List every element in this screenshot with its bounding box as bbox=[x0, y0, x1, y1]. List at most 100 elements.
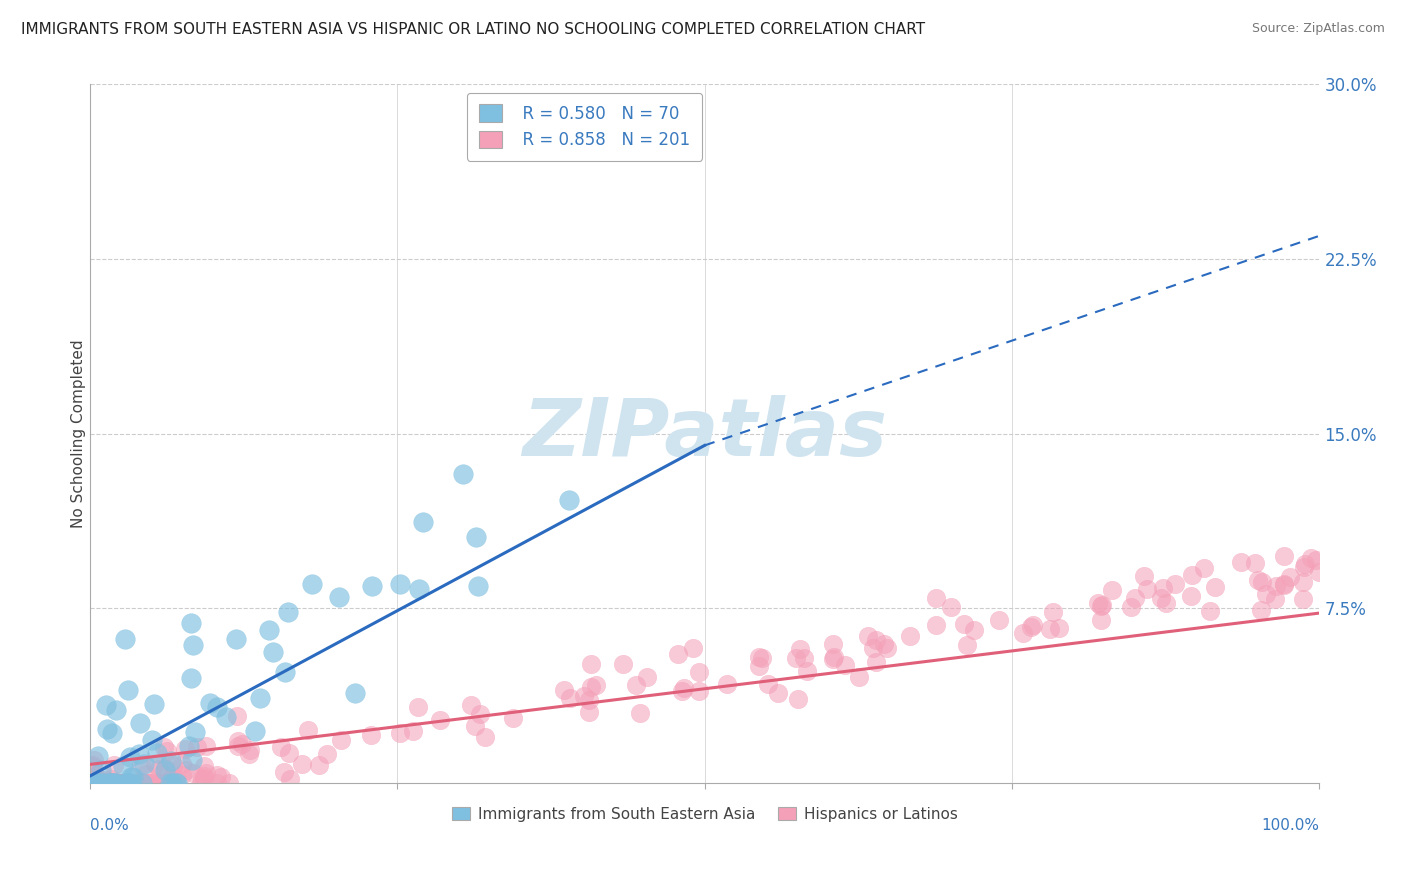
Point bbox=[114, 632, 136, 646]
Point bbox=[183, 724, 205, 739]
Point bbox=[134, 756, 156, 771]
Point bbox=[111, 759, 134, 773]
Point bbox=[988, 613, 1011, 627]
Point bbox=[108, 776, 131, 790]
Point bbox=[460, 698, 482, 712]
Point bbox=[226, 734, 249, 748]
Point bbox=[159, 776, 181, 790]
Point bbox=[1247, 573, 1270, 587]
Point bbox=[83, 776, 105, 790]
Point bbox=[205, 776, 228, 790]
Point bbox=[789, 641, 811, 656]
Point bbox=[180, 615, 202, 630]
Point bbox=[174, 741, 197, 756]
Point bbox=[756, 676, 779, 690]
Point bbox=[1042, 605, 1064, 619]
Point bbox=[862, 640, 884, 655]
Point bbox=[166, 776, 188, 790]
Point bbox=[84, 776, 107, 790]
Point bbox=[97, 776, 120, 790]
Point bbox=[624, 678, 647, 692]
Point bbox=[1123, 591, 1146, 605]
Text: IMMIGRANTS FROM SOUTH EASTERN ASIA VS HISPANIC OR LATINO NO SCHOOLING COMPLETED : IMMIGRANTS FROM SOUTH EASTERN ASIA VS HI… bbox=[21, 22, 925, 37]
Point bbox=[112, 776, 135, 790]
Point bbox=[148, 762, 170, 776]
Point bbox=[262, 644, 284, 658]
Point bbox=[127, 776, 149, 790]
Point bbox=[238, 747, 260, 761]
Point bbox=[180, 753, 202, 767]
Point bbox=[86, 776, 108, 790]
Point bbox=[1292, 560, 1315, 574]
Point bbox=[94, 772, 117, 787]
Point bbox=[131, 776, 153, 790]
Point bbox=[1150, 591, 1173, 606]
Point bbox=[146, 776, 169, 790]
Point bbox=[468, 706, 491, 721]
Point bbox=[1181, 568, 1204, 582]
Point bbox=[156, 776, 179, 790]
Point bbox=[118, 750, 141, 764]
Point bbox=[117, 683, 139, 698]
Point bbox=[1164, 577, 1187, 591]
Point bbox=[193, 758, 215, 772]
Point bbox=[128, 776, 150, 790]
Point bbox=[579, 680, 602, 694]
Text: 100.0%: 100.0% bbox=[1261, 818, 1319, 833]
Point bbox=[159, 776, 181, 790]
Point bbox=[467, 579, 489, 593]
Point bbox=[190, 776, 212, 790]
Point bbox=[84, 771, 107, 785]
Point bbox=[83, 774, 105, 789]
Point bbox=[96, 723, 118, 737]
Point bbox=[360, 728, 382, 742]
Point bbox=[83, 776, 105, 790]
Point bbox=[1230, 555, 1253, 569]
Point bbox=[273, 765, 295, 780]
Point bbox=[1152, 582, 1174, 596]
Point bbox=[465, 530, 488, 544]
Point bbox=[138, 776, 160, 790]
Point bbox=[101, 776, 124, 790]
Point bbox=[89, 776, 111, 790]
Point bbox=[100, 772, 122, 786]
Point bbox=[429, 713, 451, 727]
Point bbox=[225, 632, 247, 646]
Point bbox=[118, 775, 141, 789]
Point bbox=[121, 776, 143, 790]
Point bbox=[117, 776, 139, 790]
Point bbox=[1265, 579, 1288, 593]
Point bbox=[155, 764, 177, 778]
Point bbox=[956, 638, 979, 652]
Point bbox=[848, 670, 870, 684]
Point bbox=[898, 629, 921, 643]
Point bbox=[105, 703, 128, 717]
Point bbox=[193, 769, 215, 783]
Point bbox=[361, 579, 384, 593]
Point bbox=[1022, 618, 1045, 632]
Point bbox=[1090, 613, 1112, 627]
Point bbox=[80, 776, 103, 790]
Point bbox=[194, 766, 217, 780]
Point bbox=[174, 763, 197, 777]
Point bbox=[122, 770, 145, 784]
Point bbox=[574, 689, 596, 703]
Point bbox=[170, 768, 193, 782]
Point bbox=[94, 775, 117, 789]
Point bbox=[159, 771, 181, 785]
Point bbox=[1250, 603, 1272, 617]
Point bbox=[103, 758, 125, 772]
Legend: Immigrants from South Eastern Asia, Hispanics or Latinos: Immigrants from South Eastern Asia, Hisp… bbox=[446, 800, 965, 828]
Point bbox=[585, 678, 607, 692]
Point bbox=[688, 683, 710, 698]
Point bbox=[278, 772, 301, 786]
Point bbox=[243, 723, 266, 738]
Point bbox=[89, 776, 111, 790]
Point bbox=[579, 657, 602, 671]
Point bbox=[148, 774, 170, 789]
Point bbox=[748, 649, 770, 664]
Text: ZIPatlas: ZIPatlas bbox=[522, 395, 887, 473]
Point bbox=[101, 776, 124, 790]
Point bbox=[215, 709, 238, 723]
Point bbox=[83, 754, 105, 768]
